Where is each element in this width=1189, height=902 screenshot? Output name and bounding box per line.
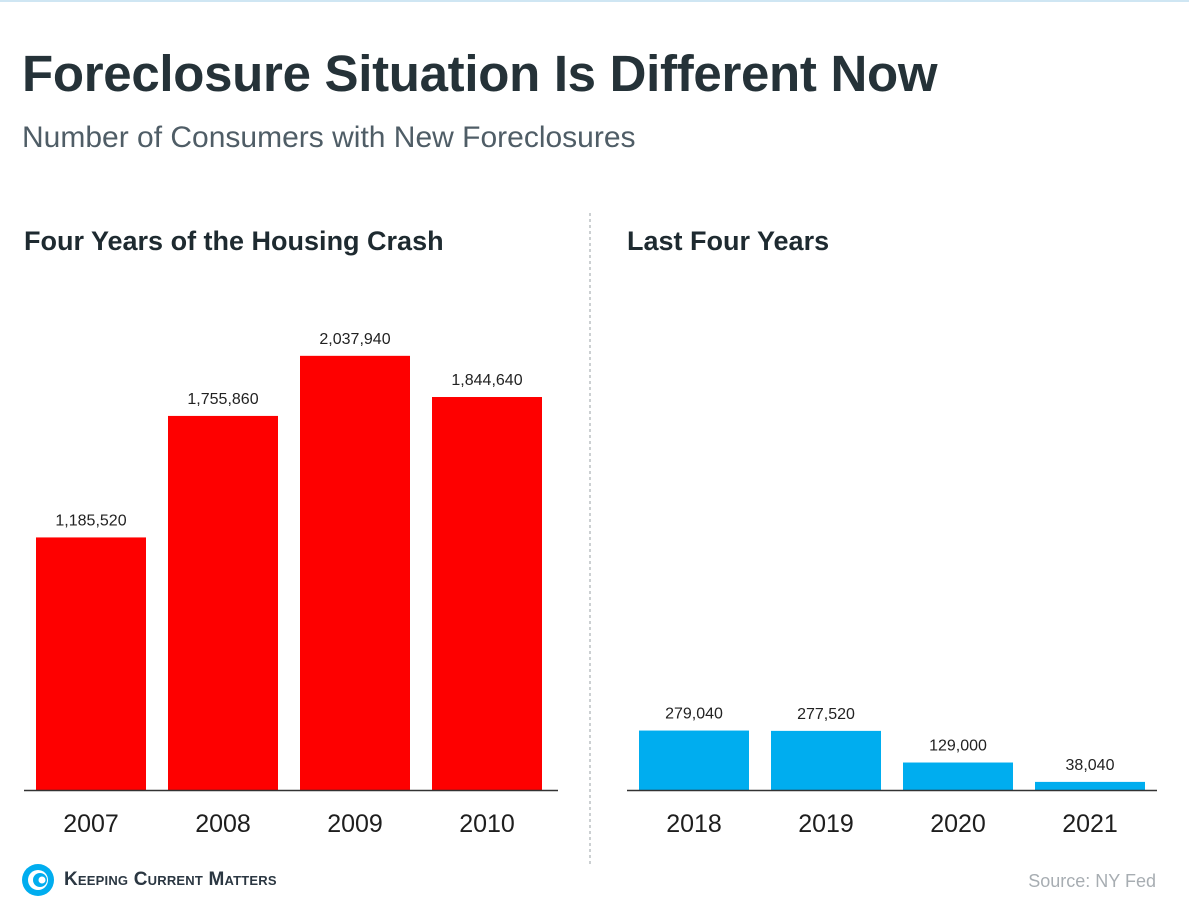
tick-label-2008: 2008 [195,810,251,838]
kcm-logo-icon [22,864,54,896]
top-rule [0,0,1189,2]
bar-2018 [639,730,749,790]
tick-label-2019: 2019 [798,810,854,838]
bar-2020 [903,762,1013,790]
value-label-2007: 1,185,520 [55,512,126,529]
bar-2010 [432,397,542,790]
source-note: Source: NY Fed [1028,871,1156,891]
value-label-2009: 2,037,940 [319,331,390,348]
bar-2007 [36,537,146,790]
brand-name: Keeping Current Matters [64,869,277,890]
value-label-2018: 279,040 [665,706,723,723]
panel-title-last-four-years: Last Four Years [627,226,829,256]
tick-label-2010: 2010 [459,810,515,838]
tick-label-2021: 2021 [1062,810,1118,838]
brand-logo: Keeping Current Matters [20,862,277,898]
bar-2021 [1035,781,1145,790]
bar-2019 [771,730,881,790]
page-title: Foreclosure Situation Is Different Now [22,45,938,102]
value-label-2019: 277,520 [797,706,855,723]
tick-label-2020: 2020 [930,810,986,838]
value-label-2021: 38,040 [1066,757,1115,774]
value-label-2008: 1,755,860 [187,391,258,408]
value-label-2020: 129,000 [929,738,987,755]
bar-2009 [300,355,410,790]
value-label-2010: 1,844,640 [451,372,522,389]
tick-label-2018: 2018 [666,810,722,838]
tick-label-2007: 2007 [63,810,119,838]
panel-title-housing-crash: Four Years of the Housing Crash [24,226,444,256]
chart-marks: 1,185,520 2007 1,755,860 2008 2,037,940 2009 1… [24,331,1157,838]
page-subtitle: Number of Consumers with New Foreclosure… [22,121,636,154]
tick-label-2009: 2009 [327,810,383,838]
bar-2008 [168,415,278,790]
